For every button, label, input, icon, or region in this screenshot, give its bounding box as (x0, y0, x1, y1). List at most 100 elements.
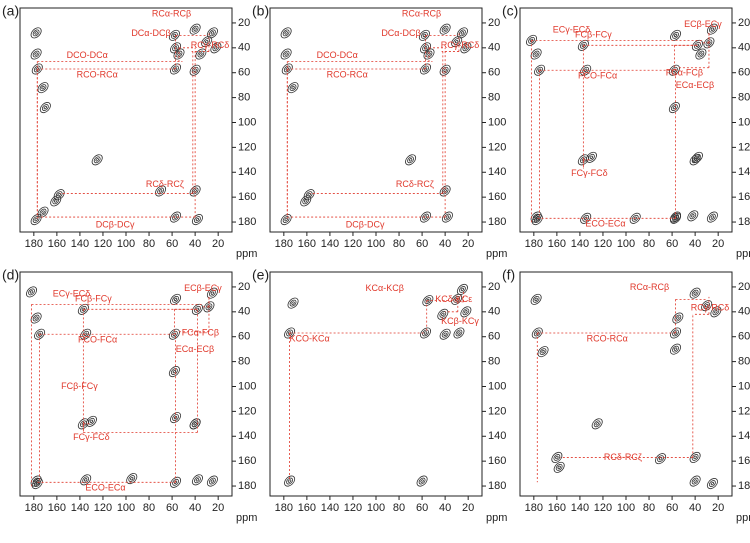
contour-peak (557, 465, 561, 470)
contour-peak (34, 31, 38, 35)
contour-peak (532, 213, 540, 221)
contour-peak (443, 27, 447, 31)
contour-peak (439, 23, 451, 35)
y-tick-label: 40 (238, 306, 250, 318)
y-tick-label: 40 (738, 306, 750, 318)
x-tick-label: 20 (712, 238, 724, 250)
contour-peak (34, 328, 46, 340)
annotation: FCO-FCα (578, 71, 617, 81)
x-tick-label: 60 (416, 502, 428, 514)
contour-peak (418, 29, 430, 41)
contour-peak (189, 23, 201, 35)
contour-peak (710, 215, 715, 219)
y-tick-label: 140 (238, 430, 256, 442)
contour-peak (704, 303, 709, 308)
contour-peak (39, 208, 47, 216)
contour-peak (54, 199, 58, 203)
contour-peak (444, 213, 451, 221)
y-tick-label: 160 (488, 191, 506, 203)
annotation: ECγ-ECδ (53, 289, 91, 299)
contour-peak (173, 46, 178, 50)
contour-peak (206, 27, 218, 39)
contour-peak (420, 327, 432, 339)
contour-peak (284, 31, 288, 35)
contour-peak (710, 481, 715, 486)
contour-peak (673, 33, 678, 38)
annotation: KCδ-KCε (435, 294, 472, 304)
annotation: ECβ-ECγ (684, 19, 722, 29)
contour-peak (532, 50, 540, 58)
y-tick-label: 100 (738, 380, 750, 392)
x-tick-label: 160 (48, 502, 66, 514)
y-tick-label: 60 (738, 67, 750, 79)
x-tick-label: 100 (617, 502, 635, 514)
contour-peak (420, 479, 424, 483)
contour-peak (282, 29, 290, 37)
contour-peak (709, 480, 716, 487)
contour-peak (189, 64, 201, 76)
contour-peak (631, 214, 639, 222)
annotation: ECβ-ECγ (184, 283, 222, 293)
y-tick-label: 60 (488, 67, 500, 79)
contour-peak (553, 454, 561, 461)
contour-peak (83, 332, 88, 336)
contour-peak (91, 154, 103, 166)
contour-peak (305, 191, 313, 199)
annotation: FCβ-FCγ (75, 294, 112, 304)
annotation: FCO-FCα (78, 335, 117, 345)
panel-label: (e) (252, 267, 269, 283)
contour-peak (672, 213, 679, 221)
contour-peak (280, 214, 292, 226)
x-axis-label: ppm (486, 248, 507, 260)
contour-peak (672, 214, 679, 222)
contour-peak (668, 64, 680, 76)
contour-peak (454, 39, 459, 44)
contour-peak (422, 329, 429, 337)
x-tick-label: 100 (617, 238, 635, 250)
contour-peak (35, 67, 39, 71)
contour-peak (536, 66, 543, 74)
contour-peak (170, 412, 182, 424)
contour-peak (191, 25, 199, 33)
contour-peak (210, 479, 215, 483)
contour-peak (691, 156, 699, 164)
contour-peak (582, 66, 590, 74)
contour-peak (284, 217, 288, 222)
contour-peak (703, 302, 711, 310)
plot-frame (19, 271, 233, 497)
contour-peak (537, 346, 549, 358)
contour-peak (205, 303, 213, 311)
contour-peak (697, 50, 705, 58)
y-tick-label: 20 (738, 17, 750, 29)
contour-peak (699, 52, 703, 56)
y-tick-label: 100 (738, 116, 750, 128)
contour-peak (707, 41, 711, 45)
contour-peak (526, 34, 538, 46)
contour-peak (418, 477, 426, 485)
x-tick-label: 60 (416, 238, 428, 250)
annotation: ECα-ECβ (176, 344, 214, 354)
y-tick-label: 180 (488, 480, 506, 492)
contour-peak (673, 347, 678, 351)
contour-peak (170, 293, 182, 305)
y-tick-label: 120 (738, 141, 750, 153)
contour-peak (422, 44, 429, 52)
contour-peak (553, 461, 565, 473)
contour-peak (706, 23, 718, 35)
x-tick-label: 20 (462, 238, 474, 250)
contour-peak (31, 63, 43, 75)
contour-peak (52, 197, 60, 205)
contour-peak (443, 68, 447, 72)
contour-peak (168, 29, 180, 41)
annotation: RCδ-RCζ (396, 179, 434, 189)
panel-label: (c) (502, 3, 518, 19)
contour-peak (533, 329, 541, 337)
contour-peak (303, 189, 315, 201)
contour-peak (537, 68, 542, 72)
y-tick-label: 180 (238, 216, 256, 228)
x-tick-label: 140 (571, 502, 589, 514)
y-tick-label: 140 (488, 166, 506, 178)
contour-peak (453, 327, 465, 339)
annotation: RCα-RCβ (152, 8, 191, 18)
contour-peak (464, 46, 468, 50)
